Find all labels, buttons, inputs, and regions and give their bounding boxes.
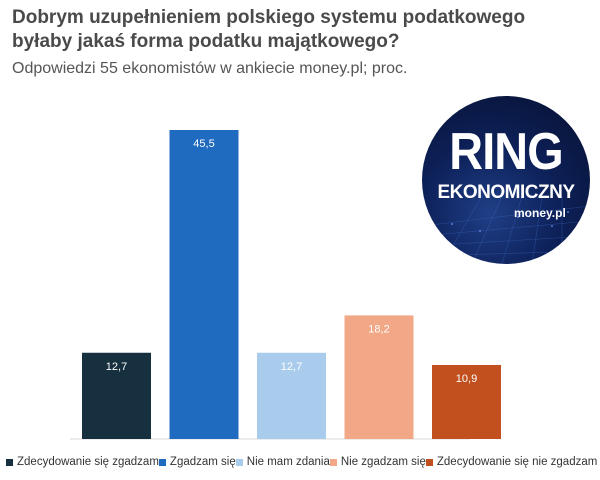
bar-chart: 12,7 45,5 12,7 18,2 10,9 (70, 130, 501, 440)
legend-swatch-2 (158, 458, 166, 466)
bar-5 (432, 364, 501, 439)
legend-label-2: Zgadzam się (169, 456, 236, 468)
legend-swatch-4 (329, 458, 337, 466)
ring-ekonomiczny-logo: RING EKONOMICZNY money.pl (422, 96, 590, 264)
legend-swatch-3 (235, 458, 243, 466)
legend-label-3: Nie mam zdania (246, 456, 330, 468)
chart-legend: Zdecydowanie się zgadzam Zgadzam się Nie m… (6, 452, 598, 472)
logo-money-text: money.pl (514, 206, 566, 220)
legend-swatch-5 (425, 458, 433, 466)
chart-title-line-1: Dobrym uzupełnieniem polskiego systemu p… (12, 7, 526, 28)
legend-item-5: Zdecydowanie się nie zgadzam (425, 456, 598, 468)
bar-value-label-2: 45,5 (193, 138, 214, 150)
bar-value-label-1: 12,7 (106, 361, 127, 373)
legend-label-4: Nie zgadzam się (340, 456, 426, 468)
legend-item-1: Zdecydowanie się zgadzam (6, 456, 159, 468)
bar-value-label-4: 18,2 (368, 323, 389, 335)
legend-swatch-1 (6, 458, 13, 466)
bar-value-label-5: 10,9 (456, 373, 477, 385)
legend-label-1: Zdecydowanie się zgadzam (17, 456, 159, 468)
logo-ekonomiczny-text: EKONOMICZNY (437, 182, 576, 203)
chart-title-line-2: byłaby jakaś forma podatku majątkowego? (12, 31, 400, 52)
chart-title: Dobrym uzupełnieniem polskiego systemu p… (12, 6, 532, 54)
bar-value-label-3: 12,7 (281, 361, 302, 373)
chart-subtitle: Odpowiedzi 55 ekonomistów w ankiecie mon… (12, 60, 408, 77)
legend-label-5: Zdecydowanie się nie zgadzam (436, 456, 598, 468)
logo-ring-text: RING (449, 123, 563, 181)
bar-4 (344, 315, 414, 439)
legend-item-4: Nie zgadzam się (329, 456, 426, 468)
legend-item-2: Zgadzam się (158, 456, 236, 468)
bar-1 (82, 352, 151, 439)
legend-item-3: Nie mam zdania (235, 456, 330, 468)
logo-background-pattern (422, 195, 590, 264)
bar-3 (257, 352, 326, 439)
bar-2 (169, 130, 239, 439)
